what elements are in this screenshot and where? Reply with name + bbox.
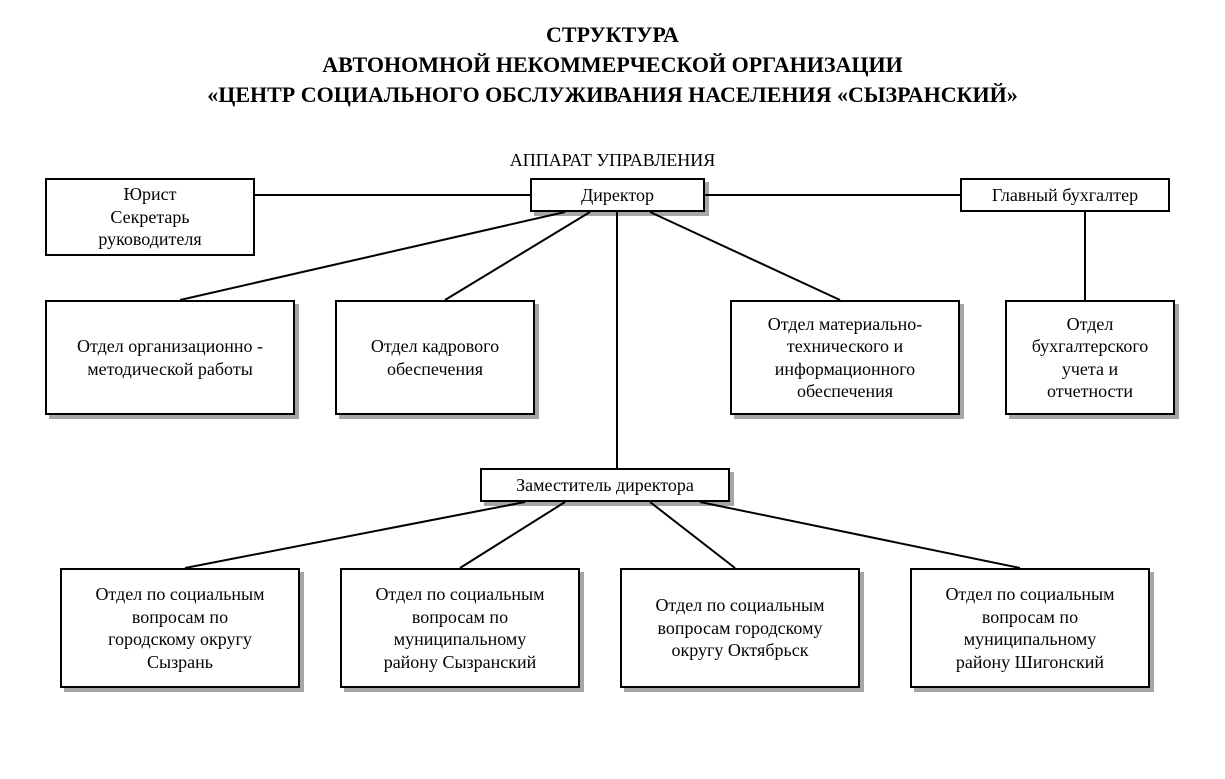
org-chart: СТРУКТУРА АВТОНОМНОЙ НЕКОММЕРЧЕСКОЙ ОРГА… (0, 0, 1225, 779)
node-social-syzran-city: Отдел по социальнымвопросам погородскому… (60, 568, 300, 688)
node-dept-hr: Отдел кадровогообеспечения (335, 300, 535, 415)
node-dept-it-logistics: Отдел материально-технического иинформац… (730, 300, 960, 415)
node-social-syzran-district: Отдел по социальнымвопросам помуниципаль… (340, 568, 580, 688)
node-social-shigonsky: Отдел по социальнымвопросам помуниципаль… (910, 568, 1150, 688)
node-social-oktyabrsk: Отдел по социальнымвопросам городскомуок… (620, 568, 860, 688)
title-line-3: «ЦЕНТР СОЦИАЛЬНОГО ОБСЛУЖИВАНИЯ НАСЕЛЕНИ… (0, 82, 1225, 108)
node-legal-secretary: ЮристСекретарьруководителя (45, 178, 255, 256)
title-line-1: СТРУКТУРА (0, 22, 1225, 48)
node-deputy-director: Заместитель директора (480, 468, 730, 502)
node-director: Директор (530, 178, 705, 212)
section-subtitle: АППАРАТ УПРАВЛЕНИЯ (0, 150, 1225, 171)
title-line-2: АВТОНОМНОЙ НЕКОММЕРЧЕСКОЙ ОРГАНИЗАЦИИ (0, 52, 1225, 78)
node-dept-org-method: Отдел организационно -методической работ… (45, 300, 295, 415)
node-dept-accounting: Отделбухгалтерскогоучета иотчетности (1005, 300, 1175, 415)
node-chief-accountant: Главный бухгалтер (960, 178, 1170, 212)
